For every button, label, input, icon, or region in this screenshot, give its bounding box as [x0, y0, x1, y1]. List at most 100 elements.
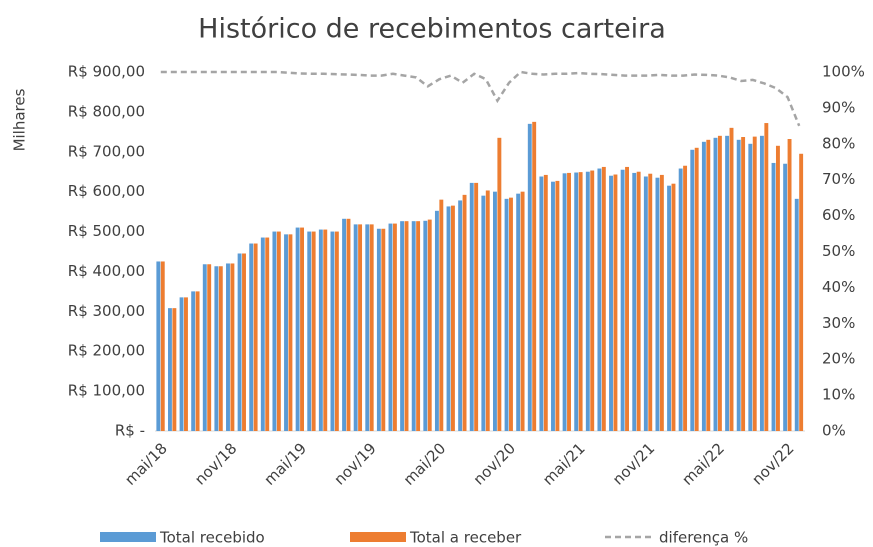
x-tick-label: nov/21 [609, 439, 658, 488]
bar [242, 253, 246, 431]
x-tick-label: nov/20 [470, 439, 519, 488]
bar [609, 175, 613, 431]
bar [226, 263, 230, 431]
bar [195, 291, 200, 431]
bar [748, 143, 753, 432]
bar [427, 219, 432, 431]
bar [736, 139, 741, 432]
bar [334, 231, 339, 431]
x-tick-label: nov/22 [748, 439, 797, 488]
bar [230, 263, 235, 431]
bar [794, 198, 799, 431]
y-tick-label: R$ 500,00 [68, 222, 145, 240]
bar [376, 228, 381, 431]
bar [613, 174, 618, 431]
bar [504, 198, 509, 431]
bar [632, 172, 637, 431]
bar [485, 190, 490, 431]
x-tick-label: mai/19 [261, 439, 311, 489]
y-axis-label: Milhares [11, 88, 29, 151]
bar [713, 137, 718, 432]
bar [551, 181, 555, 431]
bar [717, 135, 722, 432]
bar [509, 197, 513, 431]
bar [411, 221, 416, 431]
bar [191, 291, 196, 431]
bar [493, 191, 497, 431]
bar [752, 136, 757, 431]
y2-tick-label: 30% [822, 314, 855, 332]
bar [574, 172, 579, 431]
bar [701, 141, 706, 432]
bar [601, 166, 606, 432]
bar [156, 261, 161, 431]
bar [694, 147, 699, 432]
legend-label: diferença % [659, 529, 748, 547]
legend-swatch [100, 532, 156, 542]
y-tick-label: R$ 100,00 [68, 382, 145, 400]
bar [284, 234, 288, 431]
bar [799, 153, 804, 431]
bar [759, 135, 764, 432]
y2-tick-label: 100% [822, 63, 865, 81]
bar [434, 210, 439, 431]
bar [404, 221, 409, 431]
bar [214, 266, 219, 431]
bar [775, 145, 780, 432]
bar [706, 139, 711, 432]
bar [311, 231, 316, 431]
y2-tick-label: 50% [822, 242, 855, 260]
bar [771, 162, 776, 432]
bar [474, 182, 479, 431]
bar [567, 172, 571, 431]
y2-tick-label: 0% [822, 422, 846, 440]
y2-tick-label: 20% [822, 350, 855, 368]
bar [353, 224, 358, 431]
bar [659, 174, 664, 431]
bar [636, 171, 641, 431]
bar [400, 221, 405, 431]
bar [307, 231, 312, 431]
bar [218, 266, 223, 431]
bar [543, 174, 548, 431]
bar [369, 224, 374, 431]
bar [539, 176, 544, 431]
y2-tick-label: 10% [822, 386, 855, 404]
x-tick-label: mai/18 [121, 439, 171, 489]
x-tick-label: nov/19 [330, 439, 379, 488]
bar [690, 149, 695, 432]
bar [179, 297, 184, 431]
y-tick-label: R$ - [115, 422, 145, 440]
bar [272, 231, 277, 431]
bar [249, 243, 254, 431]
bar [527, 123, 532, 431]
y2-tick-label: 90% [822, 98, 855, 116]
bar [643, 176, 648, 431]
bar [787, 139, 792, 431]
bar [725, 135, 730, 432]
y-tick-label: R$ 600,00 [68, 182, 145, 200]
bar [458, 200, 463, 431]
bar [729, 127, 734, 431]
bar [168, 308, 172, 431]
bar [585, 171, 590, 431]
bar [260, 237, 265, 431]
bar [516, 193, 521, 431]
bar [532, 121, 537, 431]
legend-label: Total a receber [409, 529, 522, 547]
y2-tick-label: 60% [822, 206, 855, 224]
bar [462, 194, 467, 431]
bar [481, 195, 486, 431]
bar [555, 180, 560, 431]
bar [741, 137, 746, 431]
y-tick-label: R$ 200,00 [68, 342, 145, 360]
bar [597, 168, 602, 431]
bar [160, 261, 165, 431]
bar [648, 173, 653, 431]
bar [381, 228, 386, 431]
bar [184, 297, 188, 431]
bar [323, 229, 328, 431]
x-tick-label: mai/20 [400, 439, 450, 489]
bar [667, 185, 672, 431]
